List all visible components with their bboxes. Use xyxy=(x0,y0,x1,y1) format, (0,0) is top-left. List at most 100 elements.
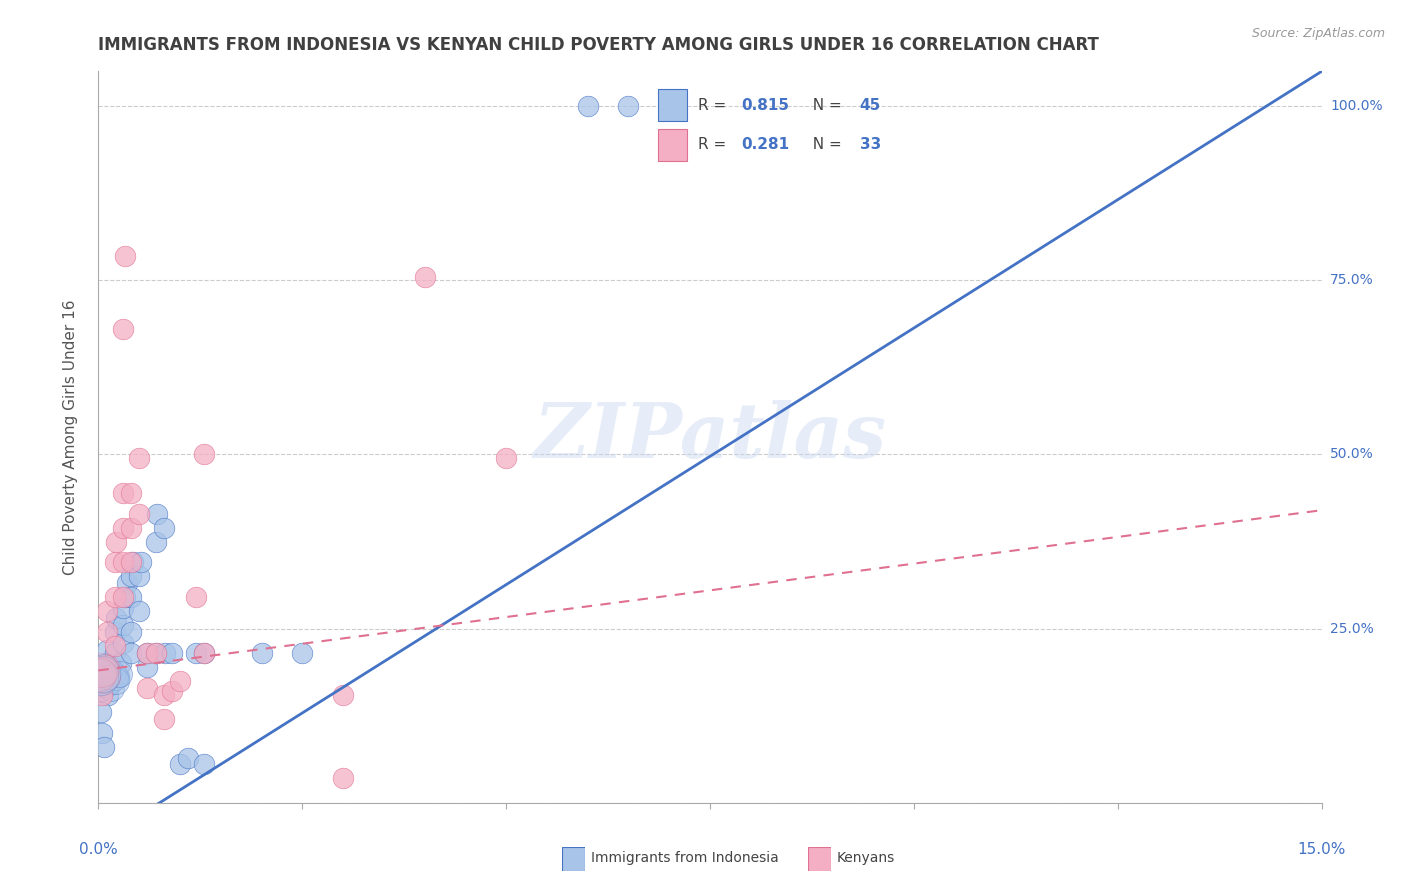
Point xyxy=(108,670,131,684)
Point xyxy=(110,657,132,671)
Point xyxy=(146,507,169,521)
Text: 100.0%: 100.0% xyxy=(1330,99,1382,113)
Point xyxy=(332,772,354,786)
Point xyxy=(111,556,134,570)
Point xyxy=(93,660,115,674)
Text: ZIPatlas: ZIPatlas xyxy=(533,401,887,474)
Point xyxy=(101,664,124,678)
Point xyxy=(120,591,142,605)
Text: IMMIGRANTS FROM INDONESIA VS KENYAN CHILD POVERTY AMONG GIRLS UNDER 16 CORRELATI: IMMIGRANTS FROM INDONESIA VS KENYAN CHIL… xyxy=(98,36,1099,54)
Point xyxy=(97,673,120,688)
Text: Kenyans: Kenyans xyxy=(837,851,894,865)
Point xyxy=(136,660,159,674)
Point xyxy=(96,670,118,684)
Point xyxy=(96,625,118,640)
Point xyxy=(111,485,134,500)
Point xyxy=(101,667,124,681)
Point xyxy=(152,688,174,702)
Point xyxy=(120,556,142,570)
Point xyxy=(104,556,127,570)
Point xyxy=(94,667,117,681)
Y-axis label: Child Poverty Among Girls Under 16: Child Poverty Among Girls Under 16 xyxy=(63,300,77,574)
Point xyxy=(104,639,127,653)
Point xyxy=(90,681,112,695)
Point xyxy=(94,673,117,688)
Point xyxy=(332,688,354,702)
Point xyxy=(186,591,208,605)
Text: 15.0%: 15.0% xyxy=(1298,842,1346,856)
Point xyxy=(114,591,136,605)
Point xyxy=(97,670,120,684)
Point xyxy=(193,646,215,660)
FancyBboxPatch shape xyxy=(808,847,831,871)
Point xyxy=(120,569,142,583)
Point xyxy=(136,646,159,660)
Point xyxy=(104,646,127,660)
Point xyxy=(193,646,215,660)
Point xyxy=(100,681,122,695)
Point xyxy=(128,507,150,521)
Point xyxy=(94,677,117,691)
Point xyxy=(91,688,114,702)
Point xyxy=(96,604,118,618)
Point xyxy=(120,521,142,535)
Point xyxy=(100,677,122,691)
Point xyxy=(155,646,177,660)
Point xyxy=(96,642,118,657)
Point xyxy=(152,712,174,726)
Point xyxy=(90,667,112,681)
Point xyxy=(169,757,191,772)
Point xyxy=(115,576,138,591)
Point xyxy=(128,450,150,465)
Point xyxy=(145,646,167,660)
Point xyxy=(128,569,150,583)
Point xyxy=(96,660,118,674)
Point xyxy=(617,99,640,113)
Point xyxy=(91,667,114,681)
Point xyxy=(111,591,134,605)
Text: Immigrants from Indonesia: Immigrants from Indonesia xyxy=(591,851,779,865)
Point xyxy=(93,740,115,755)
Point xyxy=(136,681,159,695)
Point xyxy=(90,670,112,684)
Point xyxy=(193,757,215,772)
Point xyxy=(145,646,167,660)
Point xyxy=(177,750,200,764)
Text: 0.0%: 0.0% xyxy=(79,842,118,856)
Point xyxy=(111,521,134,535)
Point xyxy=(89,673,111,688)
Point xyxy=(136,646,159,660)
Point xyxy=(89,664,111,678)
Point xyxy=(120,646,142,660)
Point xyxy=(91,667,114,681)
Point xyxy=(152,521,174,535)
Point xyxy=(145,534,167,549)
Point xyxy=(186,646,208,660)
Point xyxy=(495,450,517,465)
Text: 50.0%: 50.0% xyxy=(1330,448,1374,461)
Point xyxy=(104,670,127,684)
Point xyxy=(90,664,112,678)
Text: 75.0%: 75.0% xyxy=(1330,273,1374,287)
Point xyxy=(576,99,599,113)
Point xyxy=(250,646,273,660)
Point xyxy=(104,591,127,605)
Point xyxy=(120,485,142,500)
Point xyxy=(91,673,114,688)
Point xyxy=(160,646,183,660)
Point xyxy=(128,604,150,618)
Point xyxy=(169,673,191,688)
Point xyxy=(291,646,314,660)
FancyBboxPatch shape xyxy=(562,847,585,871)
Point xyxy=(193,448,215,462)
Point xyxy=(105,673,128,688)
Point xyxy=(160,684,183,698)
Point xyxy=(114,249,136,263)
Point xyxy=(89,670,111,684)
Point xyxy=(96,657,118,671)
Point xyxy=(413,269,436,284)
Point xyxy=(108,667,131,681)
Point xyxy=(111,322,134,336)
Point xyxy=(105,534,128,549)
Point xyxy=(105,611,128,625)
